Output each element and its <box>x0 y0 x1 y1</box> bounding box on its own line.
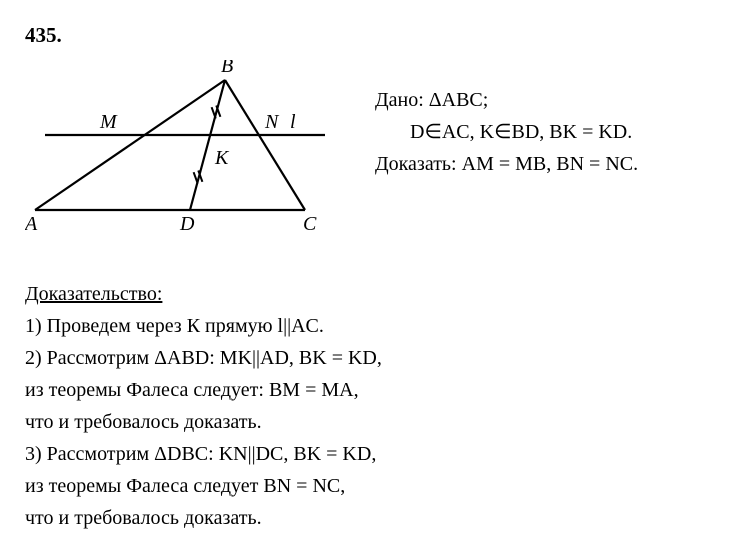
given-label: Дано: <box>375 89 429 111</box>
proof-step-2: 2) Рассмотрим ΔABD: MK||AD, BK = KD, <box>25 343 723 373</box>
svg-text:N: N <box>264 111 280 133</box>
svg-text:C: C <box>303 213 317 235</box>
problem-number: 435. <box>25 20 723 52</box>
proof-title: Доказательство: <box>25 279 723 309</box>
proof-step-3b: из теоремы Фалеса следует BN = NC, <box>25 471 723 501</box>
geometry-diagram: A D C B K M Nl <box>25 60 345 249</box>
proof-step-2b: из теоремы Фалеса следует: BM = MA, <box>25 375 723 405</box>
proof-step-3c: что и требовалось доказать. <box>25 503 723 533</box>
svg-text:B: B <box>221 60 233 77</box>
svg-text:D: D <box>179 213 195 235</box>
given-line-1: Дано: ΔABC; <box>375 85 723 115</box>
svg-text:A: A <box>25 213 38 235</box>
proof-section: Доказательство: 1) Проведем через К прям… <box>25 279 723 533</box>
proof-step-3: 3) Рассмотрим ΔDBC: KN||DC, BK = KD, <box>25 439 723 469</box>
given-prove-block: Дано: ΔABC; D∈AC, K∈BD, BK = KD. Доказат… <box>375 60 723 181</box>
prove-text: AM = MB, BN = NC. <box>462 153 638 175</box>
svg-text:M: M <box>99 111 118 133</box>
proof-step-2c: что и требовалось доказать. <box>25 407 723 437</box>
prove-label: Доказать: <box>375 153 462 175</box>
proof-step-1: 1) Проведем через К прямую l||AC. <box>25 311 723 341</box>
svg-text:l: l <box>290 111 296 133</box>
given-text-1: ΔABC; <box>429 89 489 111</box>
top-section: A D C B K M Nl Дано: ΔABC; D∈AC, K∈BD, BK = KD… <box>25 60 723 249</box>
svg-text:K: K <box>214 147 230 169</box>
given-line-2: D∈AC, K∈BD, BK = KD. <box>375 117 723 147</box>
prove-line: Доказать: AM = MB, BN = NC. <box>375 149 723 179</box>
